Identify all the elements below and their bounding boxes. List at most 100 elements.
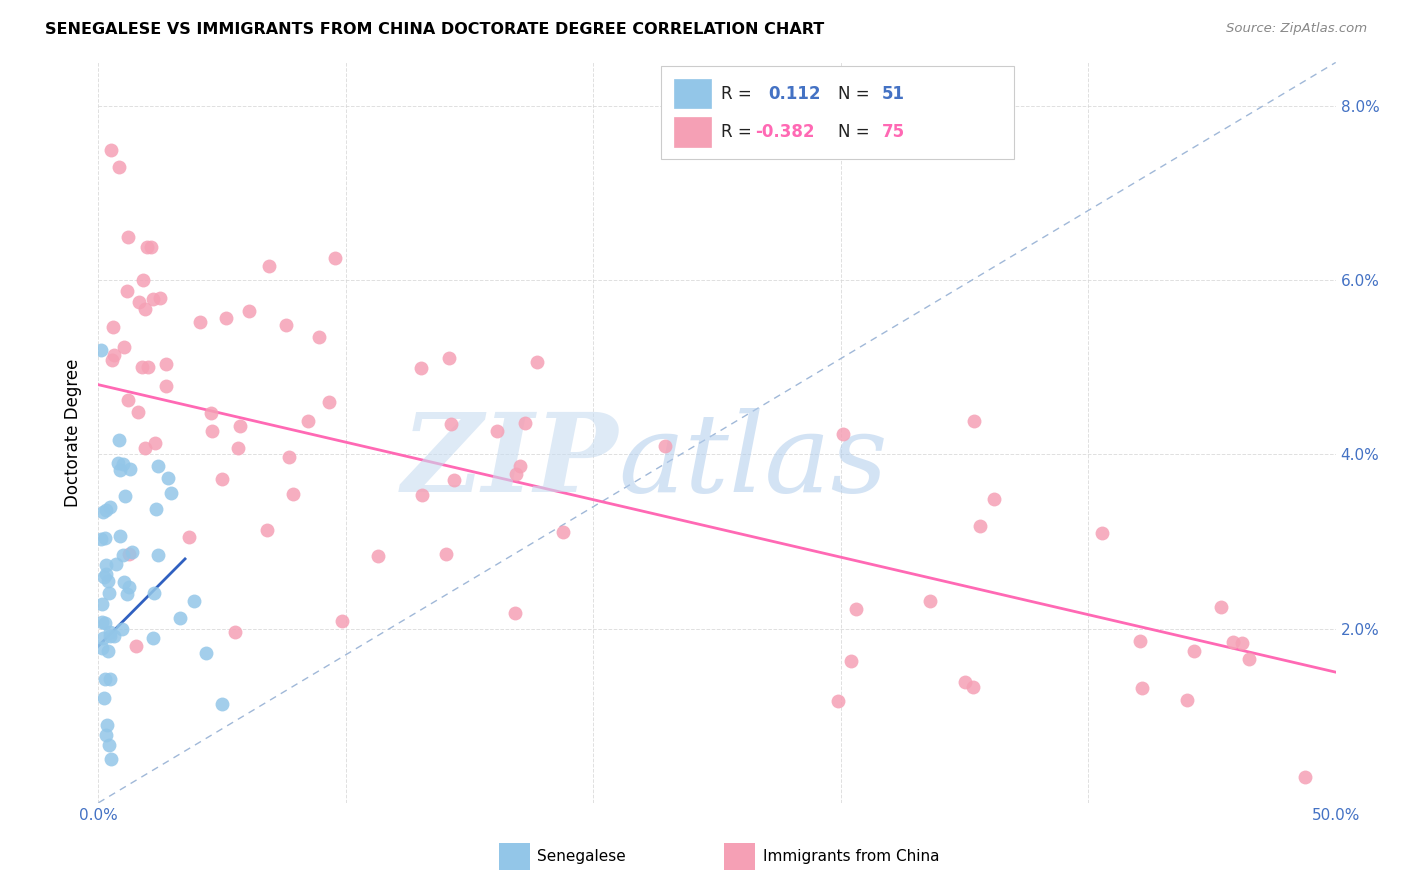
- Text: Immigrants from China: Immigrants from China: [763, 849, 941, 863]
- Point: [200, 406, 222, 420]
- Point: [107, 160, 129, 174]
- Point: [139, 240, 162, 254]
- Point: [145, 501, 167, 516]
- Point: [125, 640, 148, 654]
- Point: [103, 348, 125, 362]
- Point: [177, 530, 200, 544]
- Point: [1211, 599, 1233, 614]
- Bar: [673, 78, 711, 108]
- Point: [256, 523, 278, 537]
- Point: [93, 672, 115, 686]
- Point: [1222, 634, 1244, 648]
- Text: ZIP: ZIP: [402, 409, 619, 516]
- Text: N =: N =: [838, 85, 875, 103]
- Text: atlas: atlas: [619, 409, 887, 516]
- Point: [918, 594, 941, 608]
- Point: [509, 458, 531, 473]
- Point: [330, 614, 353, 628]
- Point: [411, 488, 433, 502]
- Text: 0.112: 0.112: [768, 85, 820, 103]
- FancyBboxPatch shape: [661, 66, 1014, 159]
- Point: [107, 456, 129, 470]
- Point: [962, 680, 984, 694]
- Point: [274, 318, 297, 332]
- Point: [259, 260, 281, 274]
- Point: [108, 528, 131, 542]
- Point: [114, 489, 136, 503]
- Point: [148, 548, 170, 562]
- Point: [1130, 681, 1153, 695]
- Point: [211, 697, 233, 711]
- Point: [136, 239, 159, 253]
- Text: R =: R =: [721, 85, 756, 103]
- Point: [226, 442, 249, 456]
- Point: [841, 654, 863, 668]
- Point: [117, 229, 139, 244]
- Point: [111, 548, 134, 562]
- Point: [101, 353, 124, 368]
- Point: [229, 419, 252, 434]
- Point: [142, 586, 165, 600]
- Point: [323, 251, 346, 265]
- Point: [117, 587, 139, 601]
- Point: [155, 378, 177, 392]
- Point: [90, 615, 112, 630]
- Point: [1294, 770, 1316, 784]
- Point: [485, 424, 508, 438]
- Point: [136, 360, 159, 375]
- Point: [437, 351, 460, 366]
- Point: [160, 486, 183, 500]
- Point: [169, 611, 191, 625]
- Point: [94, 531, 117, 545]
- Point: [127, 405, 149, 419]
- Point: [827, 694, 849, 708]
- Point: [238, 304, 260, 318]
- Point: [194, 647, 217, 661]
- Point: [121, 545, 143, 559]
- Point: [132, 273, 155, 287]
- Point: [111, 457, 134, 471]
- Point: [104, 557, 127, 571]
- Point: [142, 632, 165, 646]
- Text: 75: 75: [882, 123, 904, 141]
- Text: SENEGALESE VS IMMIGRANTS FROM CHINA DOCTORATE DEGREE CORRELATION CHART: SENEGALESE VS IMMIGRANTS FROM CHINA DOCT…: [45, 22, 824, 37]
- Point: [515, 417, 537, 431]
- Point: [98, 500, 121, 514]
- Point: [100, 143, 122, 157]
- Point: [112, 339, 135, 353]
- Point: [224, 625, 246, 640]
- Point: [1177, 692, 1199, 706]
- Point: [845, 602, 868, 616]
- Point: [434, 548, 457, 562]
- Text: 51: 51: [882, 85, 904, 103]
- Point: [654, 439, 676, 453]
- Point: [505, 467, 527, 482]
- Point: [183, 594, 205, 608]
- Point: [98, 625, 121, 640]
- Y-axis label: Doctorate Degree: Doctorate Degree: [65, 359, 83, 507]
- Point: [832, 426, 855, 441]
- Point: [443, 473, 465, 487]
- Point: [134, 301, 156, 316]
- Point: [96, 728, 118, 742]
- Point: [131, 359, 153, 374]
- Point: [134, 442, 156, 456]
- Point: [297, 414, 319, 428]
- Point: [108, 463, 131, 477]
- Point: [157, 471, 180, 485]
- Point: [90, 343, 112, 357]
- Point: [94, 615, 117, 630]
- Point: [553, 524, 575, 539]
- Point: [103, 629, 125, 643]
- Point: [1129, 634, 1152, 648]
- Point: [112, 575, 135, 590]
- Point: [211, 472, 233, 486]
- Point: [503, 606, 526, 620]
- Point: [90, 640, 112, 655]
- Point: [318, 395, 340, 409]
- Point: [201, 424, 224, 438]
- Point: [983, 492, 1005, 507]
- Point: [128, 295, 150, 310]
- Point: [97, 574, 120, 588]
- Text: N =: N =: [838, 123, 875, 141]
